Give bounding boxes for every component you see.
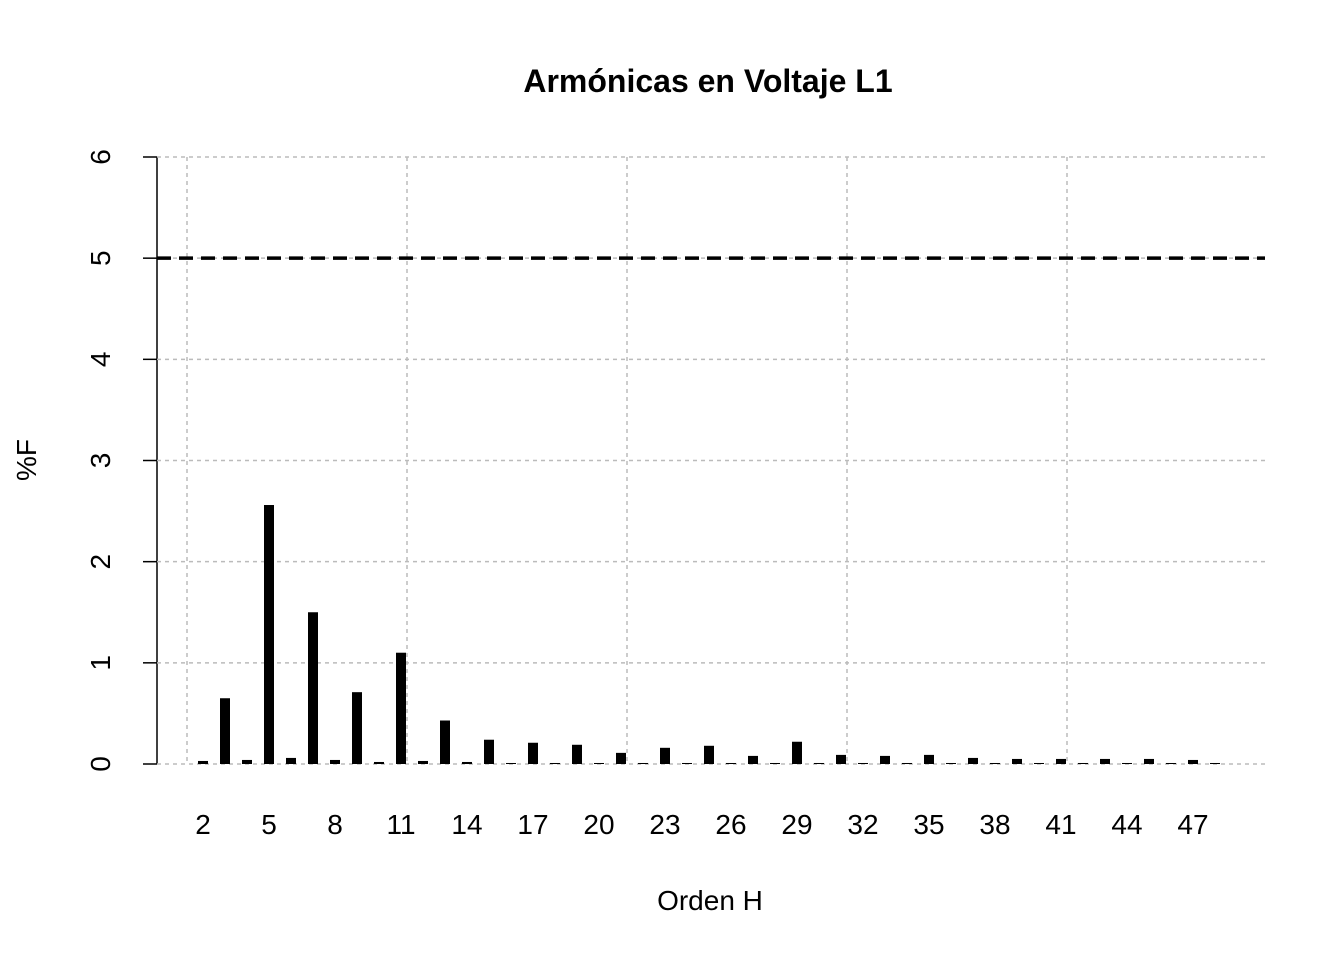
bar <box>594 762 604 764</box>
bar <box>220 698 230 764</box>
bar <box>1210 762 1220 764</box>
y-tick-label: 6 <box>85 149 116 165</box>
bar <box>836 754 846 764</box>
y-tick-label: 1 <box>85 655 116 671</box>
x-tick-label: 38 <box>979 809 1010 840</box>
x-tick-label: 47 <box>1177 809 1208 840</box>
bar <box>814 762 824 764</box>
bar <box>1012 758 1022 764</box>
x-tick-label: 23 <box>649 809 680 840</box>
bar <box>990 762 1000 764</box>
bar <box>880 755 890 764</box>
bar <box>792 741 802 764</box>
x-tick-label: 14 <box>451 809 482 840</box>
bar <box>352 692 362 764</box>
bar <box>1078 762 1088 764</box>
bar <box>198 760 208 764</box>
x-axis-label: Orden H <box>657 885 763 916</box>
bar <box>506 762 516 764</box>
bar <box>726 762 736 764</box>
y-tick-label: 2 <box>85 554 116 570</box>
x-tick-label: 35 <box>913 809 944 840</box>
bar <box>660 747 670 764</box>
bar <box>550 762 560 764</box>
bar <box>308 612 318 764</box>
bar <box>924 754 934 764</box>
bar <box>572 744 582 764</box>
bar <box>264 505 274 764</box>
bar <box>704 745 714 764</box>
bar <box>396 652 406 764</box>
x-tick-label: 20 <box>583 809 614 840</box>
bar <box>484 739 494 764</box>
bar <box>682 762 692 764</box>
bar <box>1034 762 1044 764</box>
bar <box>770 762 780 764</box>
bar <box>1188 759 1198 764</box>
bar <box>858 762 868 764</box>
bar <box>1144 758 1154 764</box>
x-tick-label: 5 <box>261 809 277 840</box>
bar <box>1122 762 1132 764</box>
bar <box>616 752 626 764</box>
bar <box>242 759 252 764</box>
y-tick-label: 0 <box>85 756 116 772</box>
x-tick-label: 8 <box>327 809 343 840</box>
bar <box>374 761 384 764</box>
bar <box>1166 762 1176 764</box>
bar <box>330 759 340 764</box>
x-tick-label: 26 <box>715 809 746 840</box>
x-tick-label: 2 <box>195 809 211 840</box>
bar <box>968 757 978 764</box>
bar <box>440 720 450 764</box>
chart-title: Armónicas en Voltaje L1 <box>523 63 892 99</box>
x-tick-label: 17 <box>517 809 548 840</box>
x-tick-label: 44 <box>1111 809 1142 840</box>
bar <box>1100 758 1110 764</box>
x-tick-label: 41 <box>1045 809 1076 840</box>
y-tick-label: 3 <box>85 453 116 469</box>
bar <box>1056 758 1066 764</box>
x-tick-label: 32 <box>847 809 878 840</box>
y-tick-label: 5 <box>85 250 116 266</box>
bar <box>902 762 912 764</box>
bar <box>286 757 296 764</box>
y-axis-label: %F <box>11 439 42 481</box>
bar <box>528 742 538 764</box>
bar <box>418 760 428 764</box>
y-tick-label: 4 <box>85 352 116 368</box>
bar <box>946 762 956 764</box>
bar <box>638 762 648 764</box>
bar <box>748 755 758 764</box>
bar <box>462 761 472 764</box>
x-tick-label: 29 <box>781 809 812 840</box>
x-tick-label: 11 <box>386 809 415 840</box>
